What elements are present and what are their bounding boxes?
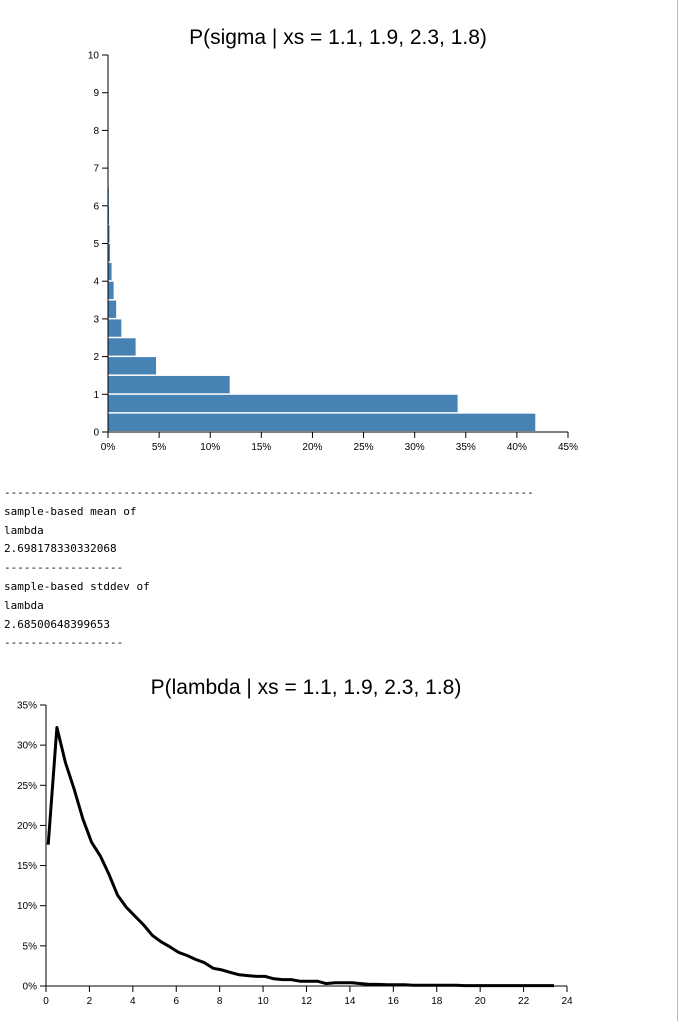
sigma-bar bbox=[108, 281, 114, 300]
lambda-y-tick-label: 25% bbox=[17, 781, 37, 792]
sigma-bar bbox=[108, 262, 112, 281]
sigma-bar bbox=[108, 225, 110, 243]
lambda-y-tick-label: 0% bbox=[23, 982, 38, 993]
sigma-y-tick-label: 10 bbox=[88, 51, 100, 62]
lambda-y-tick-label: 30% bbox=[17, 741, 37, 752]
stddev-label-line-2: lambda bbox=[4, 598, 44, 612]
sigma-y-tick-label: 8 bbox=[93, 126, 99, 137]
sigma-y-tick-label: 5 bbox=[93, 239, 99, 250]
sigma-x-tick-label: 40% bbox=[507, 442, 527, 453]
sigma-x-tick-label: 20% bbox=[302, 442, 322, 453]
sigma-x-tick-label: 0% bbox=[101, 442, 116, 453]
lambda-y-tick-label: 15% bbox=[17, 861, 37, 872]
sigma-y-tick-label: 6 bbox=[93, 201, 99, 212]
mean-label-line-2: lambda bbox=[4, 523, 44, 537]
mean-label-line-1: sample-based mean of bbox=[4, 504, 137, 518]
sigma-bar bbox=[108, 244, 111, 262]
separator-short: ------------------ bbox=[4, 561, 124, 575]
text-output: ----------------------------------------… bbox=[4, 484, 534, 653]
stddev-value: 2.68500648399653 bbox=[4, 617, 110, 631]
sigma-y-tick-label: 4 bbox=[93, 277, 99, 288]
lambda-x-tick-label: 14 bbox=[344, 996, 356, 1007]
sigma-bar bbox=[108, 375, 230, 394]
sigma-y-tick-label: 1 bbox=[93, 390, 99, 401]
sigma-x-tick-label: 30% bbox=[405, 442, 425, 453]
lambda-x-tick-label: 10 bbox=[258, 996, 270, 1007]
sigma-histogram-chart: P(sigma | xs = 1.1, 1.9, 2.3, 1.8) 0 1 2 3 4… bbox=[88, 26, 578, 453]
lambda-x-tick-label: 8 bbox=[217, 996, 223, 1007]
lambda-x-tick-label: 12 bbox=[301, 996, 313, 1007]
sigma-y-tick-label: 9 bbox=[93, 88, 99, 99]
sigma-y-tick-label: 0 bbox=[93, 428, 99, 439]
sigma-y-tick-label: 7 bbox=[93, 164, 99, 175]
sigma-bar bbox=[108, 357, 157, 375]
lambda-y-tick-label: 20% bbox=[17, 821, 37, 832]
sigma-bar bbox=[108, 413, 536, 431]
sigma-bar bbox=[108, 206, 110, 224]
lambda-x-tick-label: 22 bbox=[518, 996, 530, 1007]
sigma-chart-title: P(sigma | xs = 1.1, 1.9, 2.3, 1.8) bbox=[189, 26, 487, 49]
sigma-y-tick-label: 2 bbox=[93, 352, 99, 363]
sigma-bar bbox=[108, 338, 136, 356]
sigma-bar bbox=[108, 300, 117, 318]
lambda-y-tick-label: 35% bbox=[17, 701, 37, 712]
lambda-chart-title: P(lambda | xs = 1.1, 1.9, 2.3, 1.8) bbox=[151, 676, 462, 699]
lambda-series-line bbox=[46, 726, 554, 988]
lambda-x-tick-label: 18 bbox=[431, 996, 443, 1007]
lambda-x-tick-label: 20 bbox=[475, 996, 487, 1007]
lambda-x-tick-label: 4 bbox=[130, 996, 136, 1007]
sigma-bar bbox=[108, 394, 458, 413]
mean-value: 2.698178330332068 bbox=[4, 542, 117, 556]
stddev-label-line-1: sample-based stddev of bbox=[4, 579, 150, 593]
sigma-x-tick-label: 45% bbox=[558, 442, 578, 453]
lambda-x-tick-label: 16 bbox=[388, 996, 400, 1007]
sigma-x-tick-label: 10% bbox=[200, 442, 220, 453]
sigma-y-tick-label: 3 bbox=[93, 314, 99, 325]
lambda-x-tick-label: 6 bbox=[173, 996, 179, 1007]
separator-long: ----------------------------------------… bbox=[4, 486, 534, 499]
separator-short: ------------------ bbox=[4, 636, 124, 650]
lambda-x-tick-label: 0 bbox=[43, 996, 49, 1007]
lambda-line-chart: P(lambda | xs = 1.1, 1.9, 2.3, 1.8) 0% 5%… bbox=[17, 676, 573, 1007]
sigma-x-tick-label: 5% bbox=[152, 442, 167, 453]
sigma-bar bbox=[108, 319, 122, 337]
lambda-x-tick-label: 2 bbox=[87, 996, 93, 1007]
sigma-x-tick-label: 35% bbox=[456, 442, 476, 453]
lambda-x-tick-label: 24 bbox=[561, 996, 573, 1007]
sigma-x-tick-label: 15% bbox=[251, 442, 271, 453]
lambda-y-tick-label: 10% bbox=[17, 901, 37, 912]
sigma-x-tick-label: 25% bbox=[354, 442, 374, 453]
lambda-y-tick-label: 5% bbox=[23, 941, 38, 952]
